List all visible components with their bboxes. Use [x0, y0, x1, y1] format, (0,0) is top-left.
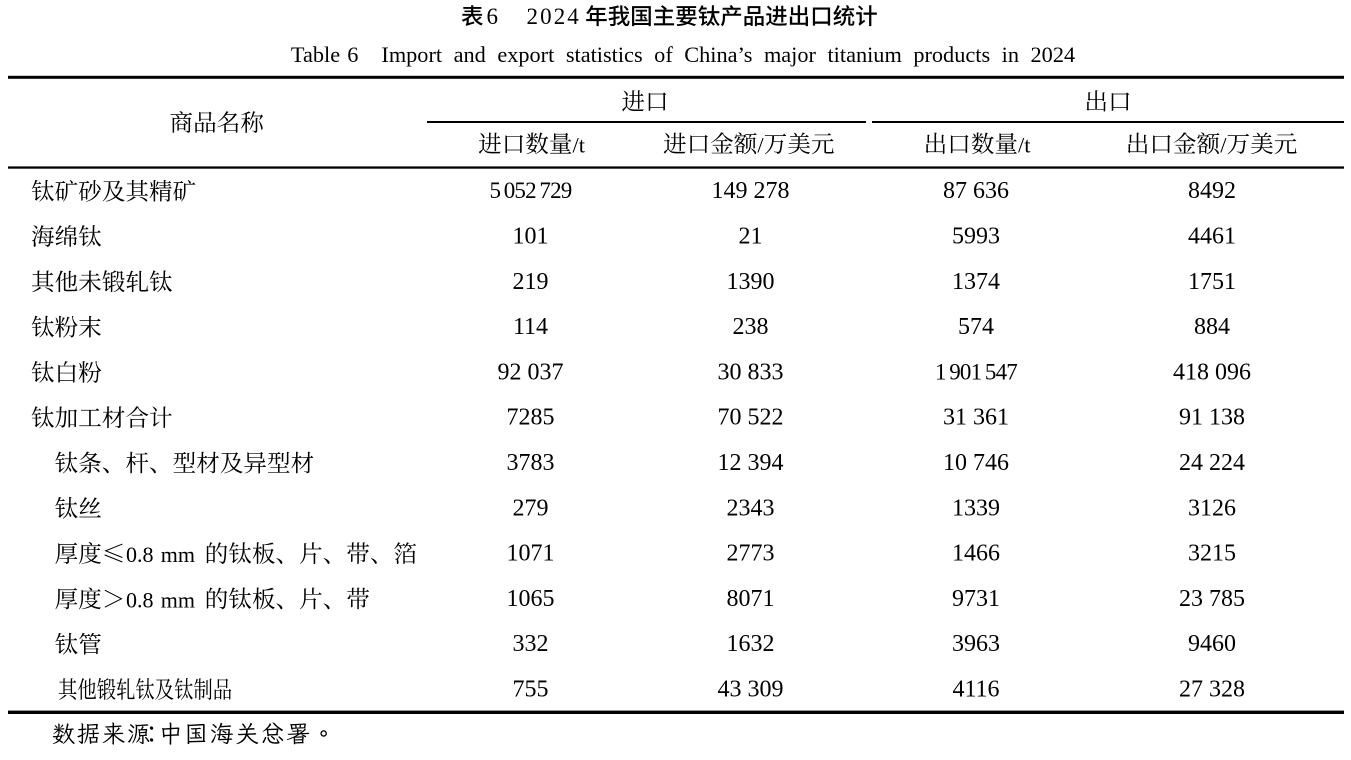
svg-text:149 278: 149 278 — [712, 178, 790, 204]
svg-text:9731: 9731 — [952, 586, 1000, 612]
svg-text:114: 114 — [513, 314, 548, 340]
svg-text:8492: 8492 — [1188, 178, 1236, 204]
svg-text:7285: 7285 — [507, 405, 555, 431]
svg-text:24 224: 24 224 — [1179, 450, 1245, 476]
svg-text:43 309: 43 309 — [718, 677, 784, 703]
svg-text:10 746: 10 746 — [943, 450, 1009, 476]
svg-text:219: 219 — [513, 269, 549, 295]
svg-text:8071: 8071 — [727, 586, 775, 612]
svg-text:30 833: 30 833 — [718, 359, 784, 385]
svg-text:574: 574 — [958, 314, 994, 340]
svg-text:1 901 547: 1 901 547 — [935, 359, 1017, 384]
svg-text:1071: 1071 — [507, 541, 555, 567]
svg-text:87 636: 87 636 — [943, 178, 1009, 204]
svg-text:418 096: 418 096 — [1173, 359, 1251, 385]
svg-text:Import and export statistics o: Import and export statistics of China’s … — [381, 42, 1075, 67]
svg-text:Table: Table — [291, 42, 340, 67]
svg-text:1374: 1374 — [952, 269, 1000, 295]
svg-text:101: 101 — [513, 224, 549, 250]
svg-text:3126: 3126 — [1188, 495, 1236, 521]
svg-text:/: / — [1220, 132, 1227, 157]
svg-text:92 037: 92 037 — [498, 359, 564, 385]
svg-text:mm: mm — [161, 587, 195, 612]
svg-text:21: 21 — [739, 224, 763, 250]
svg-text:3783: 3783 — [507, 450, 555, 476]
svg-text:70 522: 70 522 — [718, 405, 784, 431]
svg-text:/t: /t — [1018, 132, 1031, 157]
svg-text:3963: 3963 — [952, 631, 1000, 657]
svg-text:0.8: 0.8 — [126, 587, 154, 612]
svg-text:2343: 2343 — [727, 495, 775, 521]
svg-text:27 328: 27 328 — [1179, 677, 1245, 703]
svg-text:332: 332 — [513, 631, 549, 657]
svg-text:5993: 5993 — [952, 224, 1000, 250]
svg-text:1339: 1339 — [952, 495, 1000, 521]
svg-text:4116: 4116 — [952, 677, 999, 703]
svg-text:4461: 4461 — [1188, 224, 1236, 250]
svg-text:mm: mm — [161, 542, 195, 567]
svg-text:6: 6 — [487, 4, 499, 29]
svg-text:1466: 1466 — [952, 541, 1000, 567]
svg-text:5 052 729: 5 052 729 — [489, 178, 571, 203]
svg-text:279: 279 — [513, 495, 549, 521]
svg-text:12 394: 12 394 — [718, 450, 784, 476]
svg-text:23 785: 23 785 — [1179, 586, 1245, 612]
svg-text:/t: /t — [573, 132, 586, 157]
svg-text:1751: 1751 — [1188, 269, 1236, 295]
svg-text:238: 238 — [733, 314, 769, 340]
svg-text:31 361: 31 361 — [943, 405, 1009, 431]
svg-text:9460: 9460 — [1188, 631, 1236, 657]
svg-text:0.8: 0.8 — [126, 542, 154, 567]
svg-text:3215: 3215 — [1188, 541, 1236, 567]
svg-text:/: / — [757, 132, 764, 157]
svg-text:1390: 1390 — [727, 269, 775, 295]
svg-text:91 138: 91 138 — [1179, 405, 1245, 431]
svg-text:755: 755 — [513, 677, 549, 703]
svg-text:6: 6 — [347, 42, 358, 67]
svg-text:884: 884 — [1194, 314, 1230, 340]
svg-text:1065: 1065 — [507, 586, 555, 612]
svg-text:2024: 2024 — [527, 4, 581, 29]
svg-text:1632: 1632 — [727, 631, 775, 657]
svg-text:2773: 2773 — [727, 541, 775, 567]
